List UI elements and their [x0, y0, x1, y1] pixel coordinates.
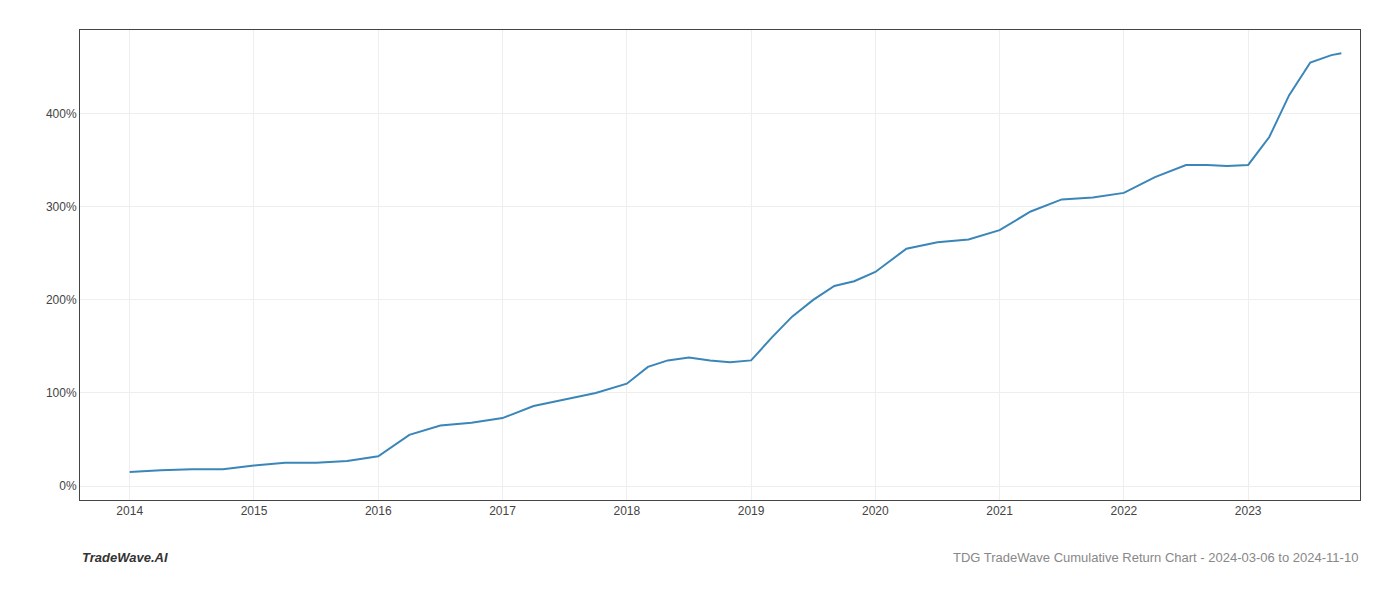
svg-text:400%: 400% — [46, 107, 77, 121]
svg-text:2015: 2015 — [241, 504, 268, 518]
svg-text:0%: 0% — [59, 479, 77, 493]
svg-text:2020: 2020 — [862, 504, 889, 518]
svg-text:2022: 2022 — [1111, 504, 1138, 518]
svg-text:2018: 2018 — [613, 504, 640, 518]
svg-text:300%: 300% — [46, 200, 77, 214]
svg-text:2017: 2017 — [489, 504, 516, 518]
svg-text:2021: 2021 — [986, 504, 1013, 518]
svg-text:2014: 2014 — [116, 504, 143, 518]
svg-text:2023: 2023 — [1235, 504, 1262, 518]
svg-text:2019: 2019 — [738, 504, 765, 518]
svg-text:TDG TradeWave Cumulative Retur: TDG TradeWave Cumulative Return Chart - … — [953, 550, 1358, 565]
svg-text:100%: 100% — [46, 386, 77, 400]
svg-text:200%: 200% — [46, 293, 77, 307]
svg-text:2016: 2016 — [365, 504, 392, 518]
svg-text:TradeWave.AI: TradeWave.AI — [82, 550, 168, 565]
